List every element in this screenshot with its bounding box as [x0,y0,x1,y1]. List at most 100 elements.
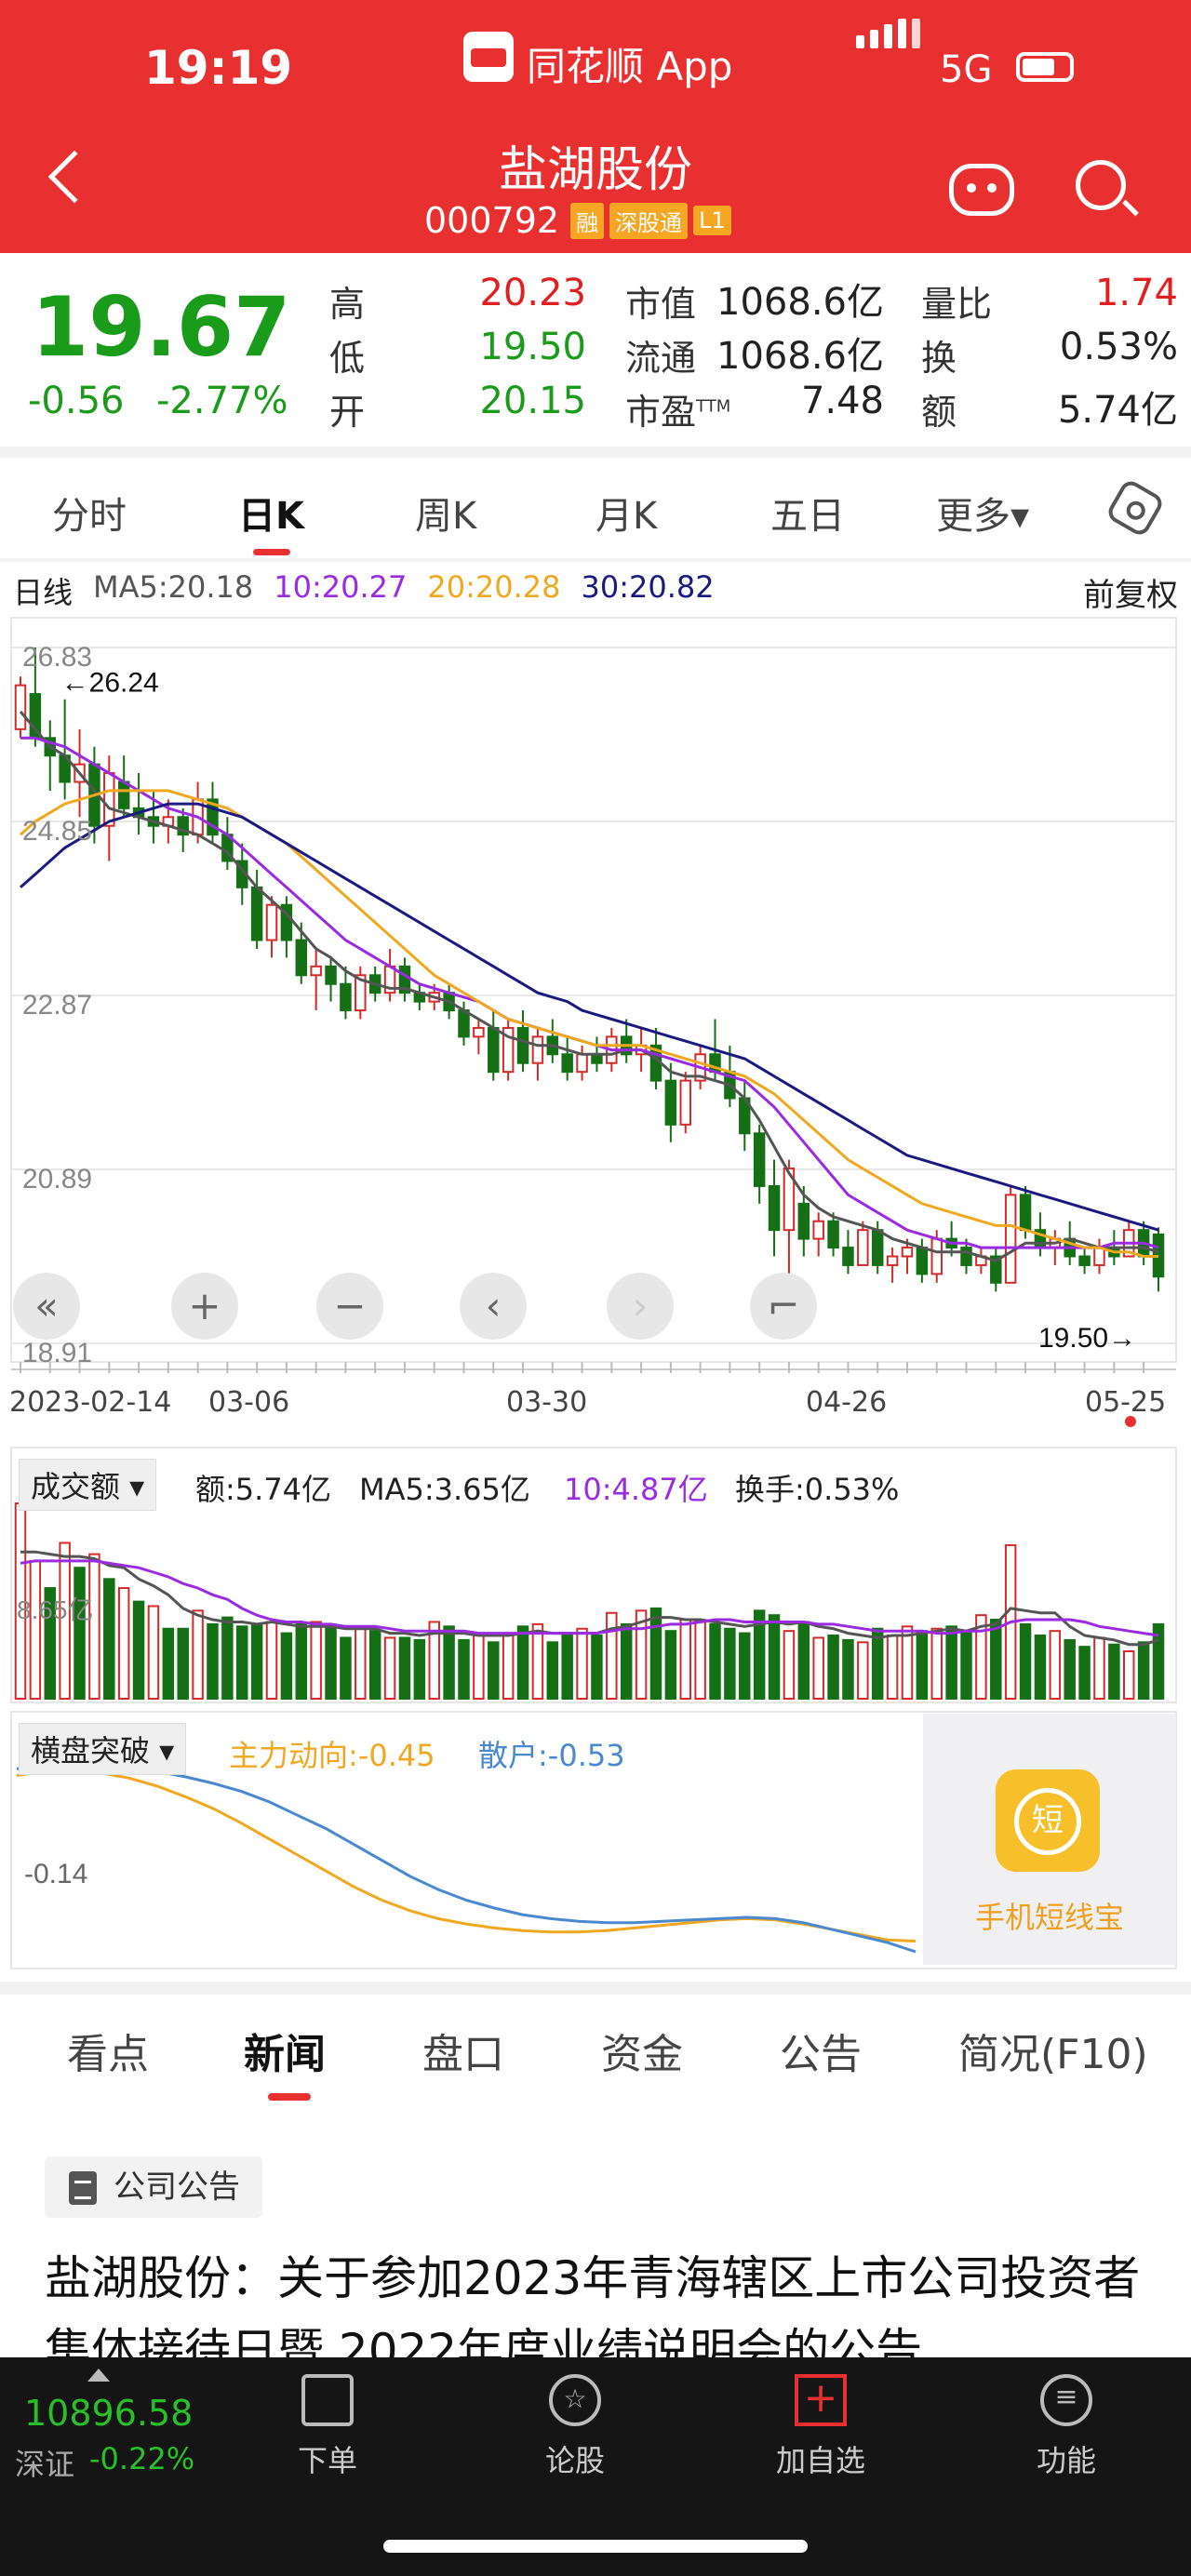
y-tick-label: 26.83 [22,642,92,673]
nav-order[interactable]: 下单 [297,2443,357,2478]
document-icon [69,2171,97,2205]
candle-body [117,781,130,809]
high-value: 20.23 [479,272,586,314]
nav-add-watchlist[interactable]: 加自选 [775,2443,865,2478]
pe-label-text: 市盈 [625,392,697,433]
zoom-in-button[interactable]: + [171,1273,238,1340]
volume-bar [325,1625,337,1700]
volume-bar [620,1622,633,1701]
candle-body [857,1229,869,1266]
expand-up-icon[interactable] [87,2369,110,2382]
candle-body [103,772,115,827]
tab-weekly-k[interactable]: 周K [415,495,477,538]
tab-five-day[interactable]: 五日 [770,495,845,538]
volume-ma5: MA5:3.65亿 [359,1472,530,1507]
menu-lines-icon[interactable]: ≡ [1040,2374,1092,2426]
candle-body [561,1053,573,1074]
adjust-mode[interactable]: 前复权 [1083,577,1178,614]
candle-body [901,1247,914,1258]
company-announcement-chip[interactable]: 公司公告 [45,2156,262,2218]
last-price: 19.67 [32,279,291,375]
tab-highlights[interactable]: 看点 [67,2031,149,2078]
candle-body [797,1202,810,1240]
y-tick-label: 22.87 [22,990,92,1021]
volume-bar [1019,1622,1032,1701]
volume-bar [250,1622,263,1701]
candle-body [576,1053,588,1074]
ma-line-ma20 [20,789,1158,1258]
volume-bar [649,1607,662,1700]
volume-bar [428,1621,440,1701]
period-label: 日线 [13,575,74,610]
candle-body [502,1026,515,1074]
scroll-right-button[interactable]: › [607,1273,674,1340]
volume-bar [739,1632,751,1700]
volume-bar [1078,1646,1091,1701]
kline-chart[interactable]: 26.83 24.85 22.87 20.89 18.91 ←26.24 19.50→ 8.… [0,0,1191,2009]
home-indicator[interactable] [383,2540,808,2553]
tab-announcements[interactable]: 公告 [780,2031,862,2078]
tab-order-book[interactable]: 盘口 [422,2031,504,2078]
app-name: 同花顺 App [527,44,733,89]
date-label: 03-06 [208,1386,290,1419]
ma-line-ma10 [20,736,1159,1249]
index-value[interactable]: 10896.58 [24,2393,194,2434]
tab-daily-k[interactable]: 日K [238,495,304,538]
indicator-axis-label: -0.14 [24,1859,87,1889]
indicator-selector[interactable]: 横盘突破 ▾ [19,1723,187,1775]
volume-bar [340,1636,352,1701]
robot-assistant-icon[interactable] [949,164,1014,216]
candle-body [1093,1247,1105,1266]
add-watchlist-icon[interactable]: + [795,2374,847,2426]
app-logo-icon [463,32,514,82]
volume-type-selector[interactable]: 成交额 ▾ [19,1459,157,1511]
nav-functions[interactable]: 功能 [1036,2443,1096,2478]
volume-bar [88,1553,100,1700]
nav-forum[interactable]: 论股 [544,2443,605,2478]
divider [0,447,1191,458]
volume-ratio-value: 1.74 [1094,272,1178,314]
fullscreen-button[interactable]: ⌐ [750,1273,817,1340]
candle-body [886,1255,899,1266]
volume-bar [162,1627,175,1700]
max-price-label: ←26.24 [61,668,159,699]
volume-amount: 额:5.74亿 [195,1472,332,1507]
stock-name: 盐湖股份 [498,142,692,198]
candle-body [783,1168,796,1232]
scroll-left-button[interactable]: ‹ [460,1273,527,1340]
ma-line-ma30 [20,802,1159,1232]
indicator-frame [10,1711,1177,1969]
volume-bar [842,1638,854,1701]
tab-profile-f10[interactable]: 简况(F10) [958,2031,1148,2078]
candle-body [679,1079,691,1126]
tab-monthly-k[interactable]: 月K [596,495,658,538]
tab-more[interactable]: 更多▾ [936,495,1030,538]
short-line-icon: 短 [996,1769,1100,1872]
tab-news[interactable]: 新闻 [244,2031,326,2078]
candle-body [310,965,322,977]
volume-bar [857,1641,869,1701]
forum-star-icon[interactable]: ☆ [549,2374,601,2426]
jump-start-button[interactable]: « [13,1273,80,1340]
index-name: 深证 [15,2447,75,2482]
stock-code: 000792 [424,200,560,241]
volume-bar [1108,1643,1120,1701]
divider [0,1982,1191,1995]
float-label: 流通 [625,338,697,379]
tab-fund-flow[interactable]: 资金 [601,2031,683,2078]
volume-bar [488,1641,500,1701]
short-line-promo[interactable]: 短 手机短线宝 [923,1714,1176,1965]
indicator-line [16,1768,917,1943]
search-icon[interactable] [1076,160,1126,210]
volume-ratio-label: 量比 [921,284,993,325]
short-line-icon-char: 短 [1014,1788,1081,1855]
ma30-label: 30:20.82 [581,569,715,605]
tab-minute[interactable]: 分时 [52,495,127,538]
volume-bar [207,1622,219,1701]
chip-label: 公司公告 [114,2169,240,2206]
price-change-pct: -2.77% [156,380,288,422]
zoom-out-button[interactable]: − [316,1273,383,1340]
candle-body [812,1220,824,1240]
pe-label: 市盈TTM [625,383,730,434]
order-doc-icon[interactable] [301,2374,354,2426]
